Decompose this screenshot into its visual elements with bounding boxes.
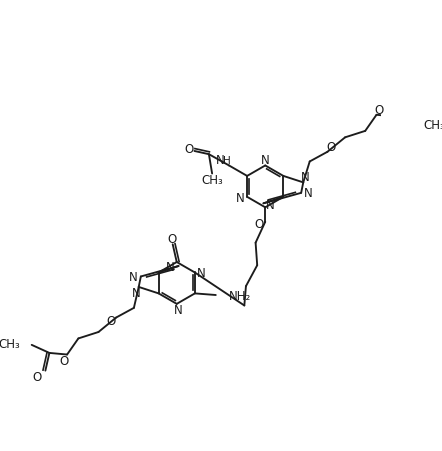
Text: CH₃: CH₃ bbox=[201, 174, 223, 187]
Text: N: N bbox=[304, 187, 313, 200]
Text: O: O bbox=[167, 233, 176, 246]
Text: N: N bbox=[174, 304, 183, 316]
Text: NH₂: NH₂ bbox=[229, 289, 251, 302]
Text: N: N bbox=[166, 261, 175, 274]
Text: N: N bbox=[197, 267, 206, 279]
Text: N: N bbox=[132, 286, 141, 299]
Text: N: N bbox=[301, 171, 310, 184]
Text: H: H bbox=[223, 156, 230, 166]
Text: N: N bbox=[216, 154, 225, 167]
Text: CH₃: CH₃ bbox=[423, 119, 442, 132]
Text: O: O bbox=[254, 217, 263, 230]
Text: O: O bbox=[107, 314, 116, 327]
Text: O: O bbox=[374, 103, 384, 116]
Text: O: O bbox=[184, 143, 194, 156]
Text: N: N bbox=[266, 199, 274, 212]
Text: N: N bbox=[236, 192, 245, 205]
Text: O: O bbox=[326, 141, 335, 154]
Text: N: N bbox=[261, 154, 270, 167]
Text: O: O bbox=[59, 354, 69, 367]
Text: CH₃: CH₃ bbox=[0, 337, 20, 350]
Text: N: N bbox=[129, 270, 137, 283]
Text: O: O bbox=[33, 370, 42, 383]
